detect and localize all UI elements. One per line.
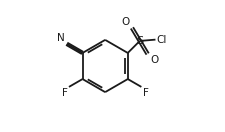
Text: O: O [149, 55, 158, 65]
Text: S: S [136, 36, 143, 46]
Text: F: F [61, 88, 67, 98]
Text: F: F [142, 88, 148, 98]
Text: O: O [121, 17, 129, 27]
Text: N: N [57, 33, 65, 43]
Text: Cl: Cl [156, 35, 166, 45]
